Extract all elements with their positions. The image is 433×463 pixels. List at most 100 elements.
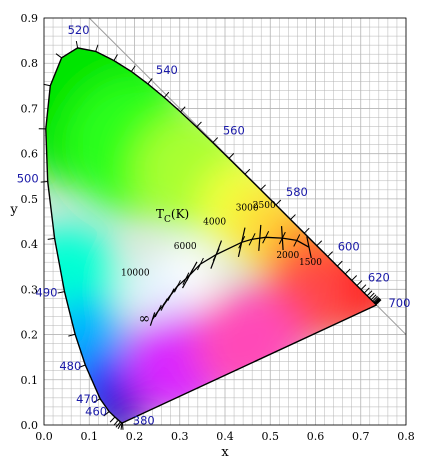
planckian-tick	[160, 298, 168, 311]
plot-frame	[43, 17, 407, 426]
locus-tick	[95, 44, 99, 52]
locus-tick	[55, 53, 62, 59]
wavelength-label: 600	[338, 240, 360, 254]
locus-tick	[68, 333, 76, 337]
spectral-locus	[38, 40, 382, 430]
locus-tick	[370, 294, 377, 301]
y-tick-label: 0.8	[21, 57, 39, 70]
locus-tick	[351, 275, 358, 281]
x-axis-title: x	[221, 445, 229, 460]
locus-tick	[163, 91, 170, 98]
locus-tick	[130, 65, 136, 72]
locus-tick	[356, 280, 363, 286]
locus-tick	[43, 83, 51, 87]
locus-tick	[360, 284, 367, 291]
x-tick-label: 0.5	[262, 430, 280, 443]
isotherm-label: 2000	[276, 251, 299, 261]
locus-tick	[375, 299, 382, 306]
locus-tick	[228, 153, 235, 159]
tc-rest: (K)	[171, 207, 189, 221]
planckian-tick	[212, 248, 220, 261]
locus-tick	[117, 422, 122, 430]
axes: 0.0 0.1 0.2 0.3 0.4 0.5 0.6 0.7 0.8 0.0 0.1 0.2 0.3 0…	[9, 12, 414, 460]
locus-tick	[303, 227, 310, 234]
x-tick-label: 0.8	[397, 430, 415, 443]
locus-tick	[366, 290, 373, 297]
wavelength-label: 560	[223, 124, 245, 138]
color-blob	[92, 383, 149, 423]
locus-tick	[93, 398, 101, 403]
locus-tick	[275, 199, 282, 206]
isotherm-line	[258, 224, 262, 251]
planckian-locus	[149, 224, 312, 326]
planckian-tick	[173, 280, 181, 293]
locus-tick	[373, 296, 379, 303]
isotherm-label: 4000	[203, 218, 226, 228]
locus-tick	[103, 411, 110, 417]
locus-tick	[180, 106, 186, 113]
y-tick-label: 0.9	[21, 12, 39, 25]
locus-tick	[121, 422, 124, 430]
wavelength-label: 580	[286, 185, 308, 199]
locus-tick	[374, 298, 381, 304]
wavelength-label: 540	[156, 63, 178, 77]
planckian-tick	[196, 257, 204, 271]
locus-tick	[47, 237, 55, 240]
x-tick-label: 0.3	[171, 430, 189, 443]
locus-tick	[212, 137, 219, 143]
locus-tick	[75, 40, 79, 49]
y-tick-label: 0.4	[21, 238, 39, 251]
isotherm-line	[306, 236, 312, 259]
planckian-tick	[262, 231, 270, 244]
locus-tick	[327, 251, 334, 257]
locus-tick	[372, 295, 378, 302]
locus-tick	[363, 287, 370, 294]
planckian-tick	[154, 304, 162, 318]
wavelength-label: 490	[36, 286, 58, 300]
y-tick-label: 0.2	[21, 329, 39, 342]
locus-tick	[78, 364, 86, 368]
tc-sub: C	[164, 215, 171, 225]
color-blob	[122, 259, 183, 320]
x-tick-label: 0.4	[216, 430, 234, 443]
isotherm-label: 6000	[174, 242, 197, 252]
locus-tick	[109, 416, 116, 423]
tc-title: TC(K)	[156, 207, 189, 225]
planckian-tick	[238, 236, 246, 249]
y-tick-label: 0.0	[21, 419, 39, 432]
tc-base: T	[156, 207, 164, 221]
planckian-tick	[293, 234, 301, 247]
wavelength-label: 480	[59, 359, 81, 373]
y-axis-title: y	[9, 203, 18, 218]
locus-tick	[344, 268, 351, 275]
locus-tick	[113, 419, 119, 426]
locus-tick	[316, 240, 323, 247]
x-tick-label: 0.7	[352, 430, 370, 443]
wavelength-label: 620	[368, 271, 390, 285]
isotherm-label: 3000	[236, 203, 259, 213]
locus-tick	[368, 292, 375, 299]
locus-tick	[373, 297, 380, 304]
wavelength-label: 470	[76, 392, 98, 406]
y-tick-label: 0.5	[21, 193, 39, 206]
planckian-tick	[186, 268, 194, 282]
planckian-tick	[248, 233, 256, 246]
locus-tick	[290, 214, 296, 220]
x-tick-label: 0.2	[126, 430, 144, 443]
y-tick-label: 0.6	[21, 148, 39, 161]
planckian-tick	[182, 272, 190, 285]
isotherm-label: 1500	[299, 258, 322, 268]
wavelength-label: 700	[388, 296, 410, 310]
locus-tick	[260, 184, 266, 191]
locus-tick	[244, 168, 251, 175]
isotherm-line	[149, 312, 156, 326]
planckian-tick	[278, 231, 286, 245]
wavelength-label: 500	[17, 172, 39, 186]
wavelength-label: 520	[68, 23, 90, 37]
x-tick-label: 0.1	[81, 430, 99, 443]
spectral-locus-outline	[45, 47, 377, 424]
locus-tick	[147, 78, 153, 85]
planckian-tick	[167, 288, 175, 301]
